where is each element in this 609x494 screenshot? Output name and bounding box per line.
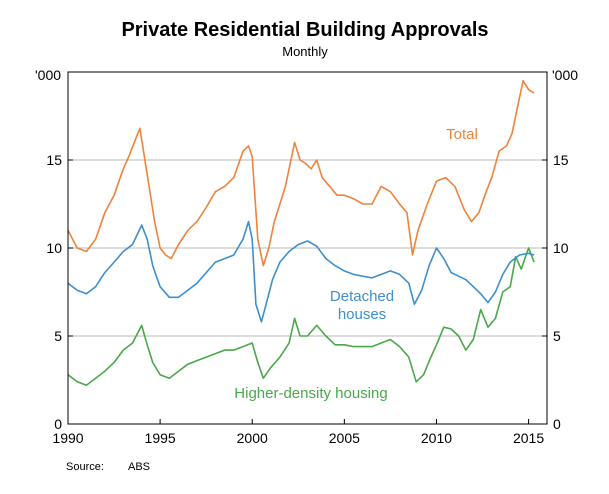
- series-labels: Total Detached houses Higher-density housin…: [234, 126, 478, 402]
- x-tick-label: 2000: [237, 430, 268, 446]
- chart-title: Private Residential Building Approvals: [121, 19, 488, 41]
- y-tick-label-right: 15: [553, 152, 569, 168]
- y-tick-label-left: 0: [54, 416, 62, 432]
- y-tick-label-left: 15: [46, 152, 62, 168]
- series-line-detached-houses: [67, 220, 535, 323]
- series-label-detached-houses: Detached houses: [330, 288, 394, 323]
- series-line-higher-density-housing: [67, 247, 535, 387]
- left-axis-unit: '000: [35, 67, 61, 83]
- x-tick-label: 1995: [145, 430, 176, 446]
- y-tick-label-left: 5: [54, 328, 62, 344]
- series-label-higher-density-housing: Higher-density housing: [234, 385, 387, 402]
- series-line-total: [67, 80, 535, 267]
- series-label-total: Total: [446, 126, 478, 143]
- x-tick-label: 2010: [421, 430, 452, 446]
- source-value: ABS: [128, 461, 150, 473]
- x-tick-label: 2005: [329, 430, 360, 446]
- chart-subtitle: Monthly: [282, 44, 328, 59]
- x-tick-label: 1990: [52, 430, 83, 446]
- y-tick-label-right: 5: [553, 328, 561, 344]
- gridlines: [68, 159, 547, 337]
- source-label: Source:: [66, 461, 104, 473]
- y-tick-label-right: 10: [553, 240, 569, 256]
- series-lines: [67, 80, 535, 387]
- axis-ticks: 0 0 5 5 10 10 15 15 1990 1995 2000 2005 2010 2015: [46, 152, 568, 446]
- right-axis-unit: '000: [552, 67, 578, 83]
- y-tick-label-left: 10: [46, 240, 62, 256]
- x-tick-label: 2015: [513, 430, 544, 446]
- y-tick-label-right: 0: [553, 416, 561, 432]
